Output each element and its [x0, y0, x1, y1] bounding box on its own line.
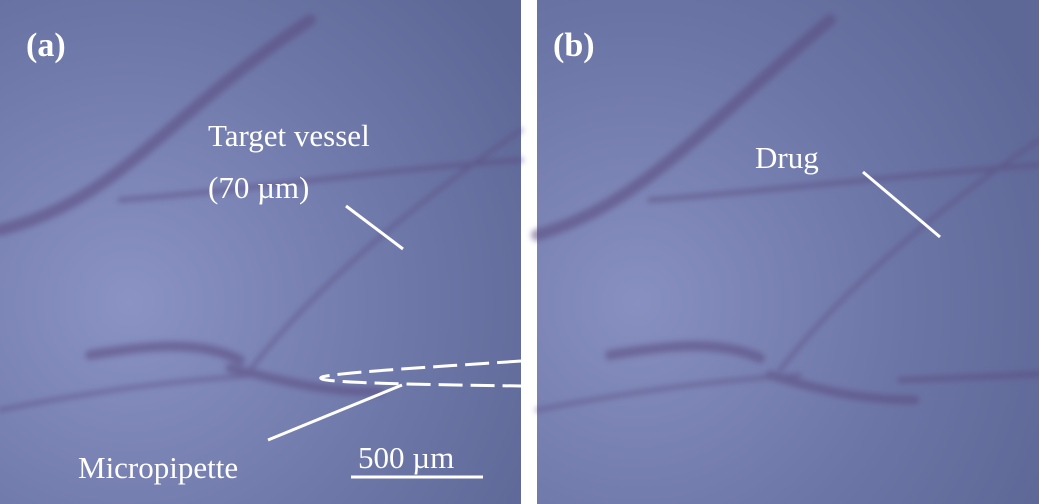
panel-label: (a): [26, 27, 66, 64]
micrograph: [537, 0, 1039, 504]
scale-bar-label: 500 µm: [358, 440, 454, 475]
annotation: Micropipette: [78, 450, 238, 485]
annotation: Target vessel: [208, 118, 370, 153]
micrograph: [0, 0, 521, 504]
annotation: Drug: [755, 140, 819, 175]
panel-a: (a) Target vessel (70 µm) Micropipette 5…: [0, 0, 521, 504]
annotation: (70 µm): [208, 170, 309, 205]
panel-label: (b): [553, 27, 595, 64]
panel-b: (b) Drug: [537, 0, 1039, 504]
figure: (a) Target vessel (70 µm) Micropipette 5…: [0, 0, 1039, 504]
